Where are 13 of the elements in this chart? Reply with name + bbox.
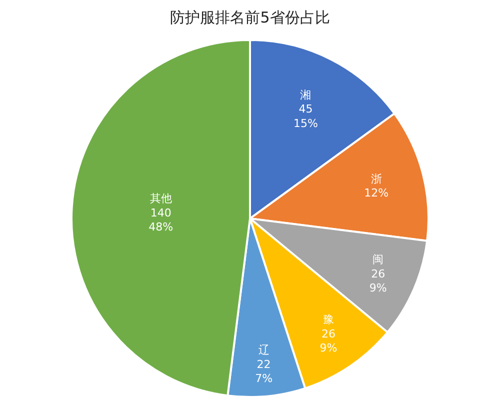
slice-label: 闽 (372, 253, 384, 266)
slice-label: 豫 (322, 313, 334, 326)
data-label: 26 9% (369, 267, 387, 295)
data-label: 12% (364, 186, 389, 200)
slice-label: 浙 (370, 172, 382, 186)
data-label: 22 7% (255, 358, 273, 386)
slice-label: 湘 (300, 88, 312, 102)
data-label: 140 48% (148, 206, 174, 234)
slice-label: 辽 (258, 344, 270, 357)
data-label: 26 9% (320, 327, 338, 355)
data-label: 45 15% (294, 102, 318, 130)
slice-label: 其他 (150, 192, 172, 206)
chart-title: 防护服排名前5省份占比 (170, 8, 330, 27)
